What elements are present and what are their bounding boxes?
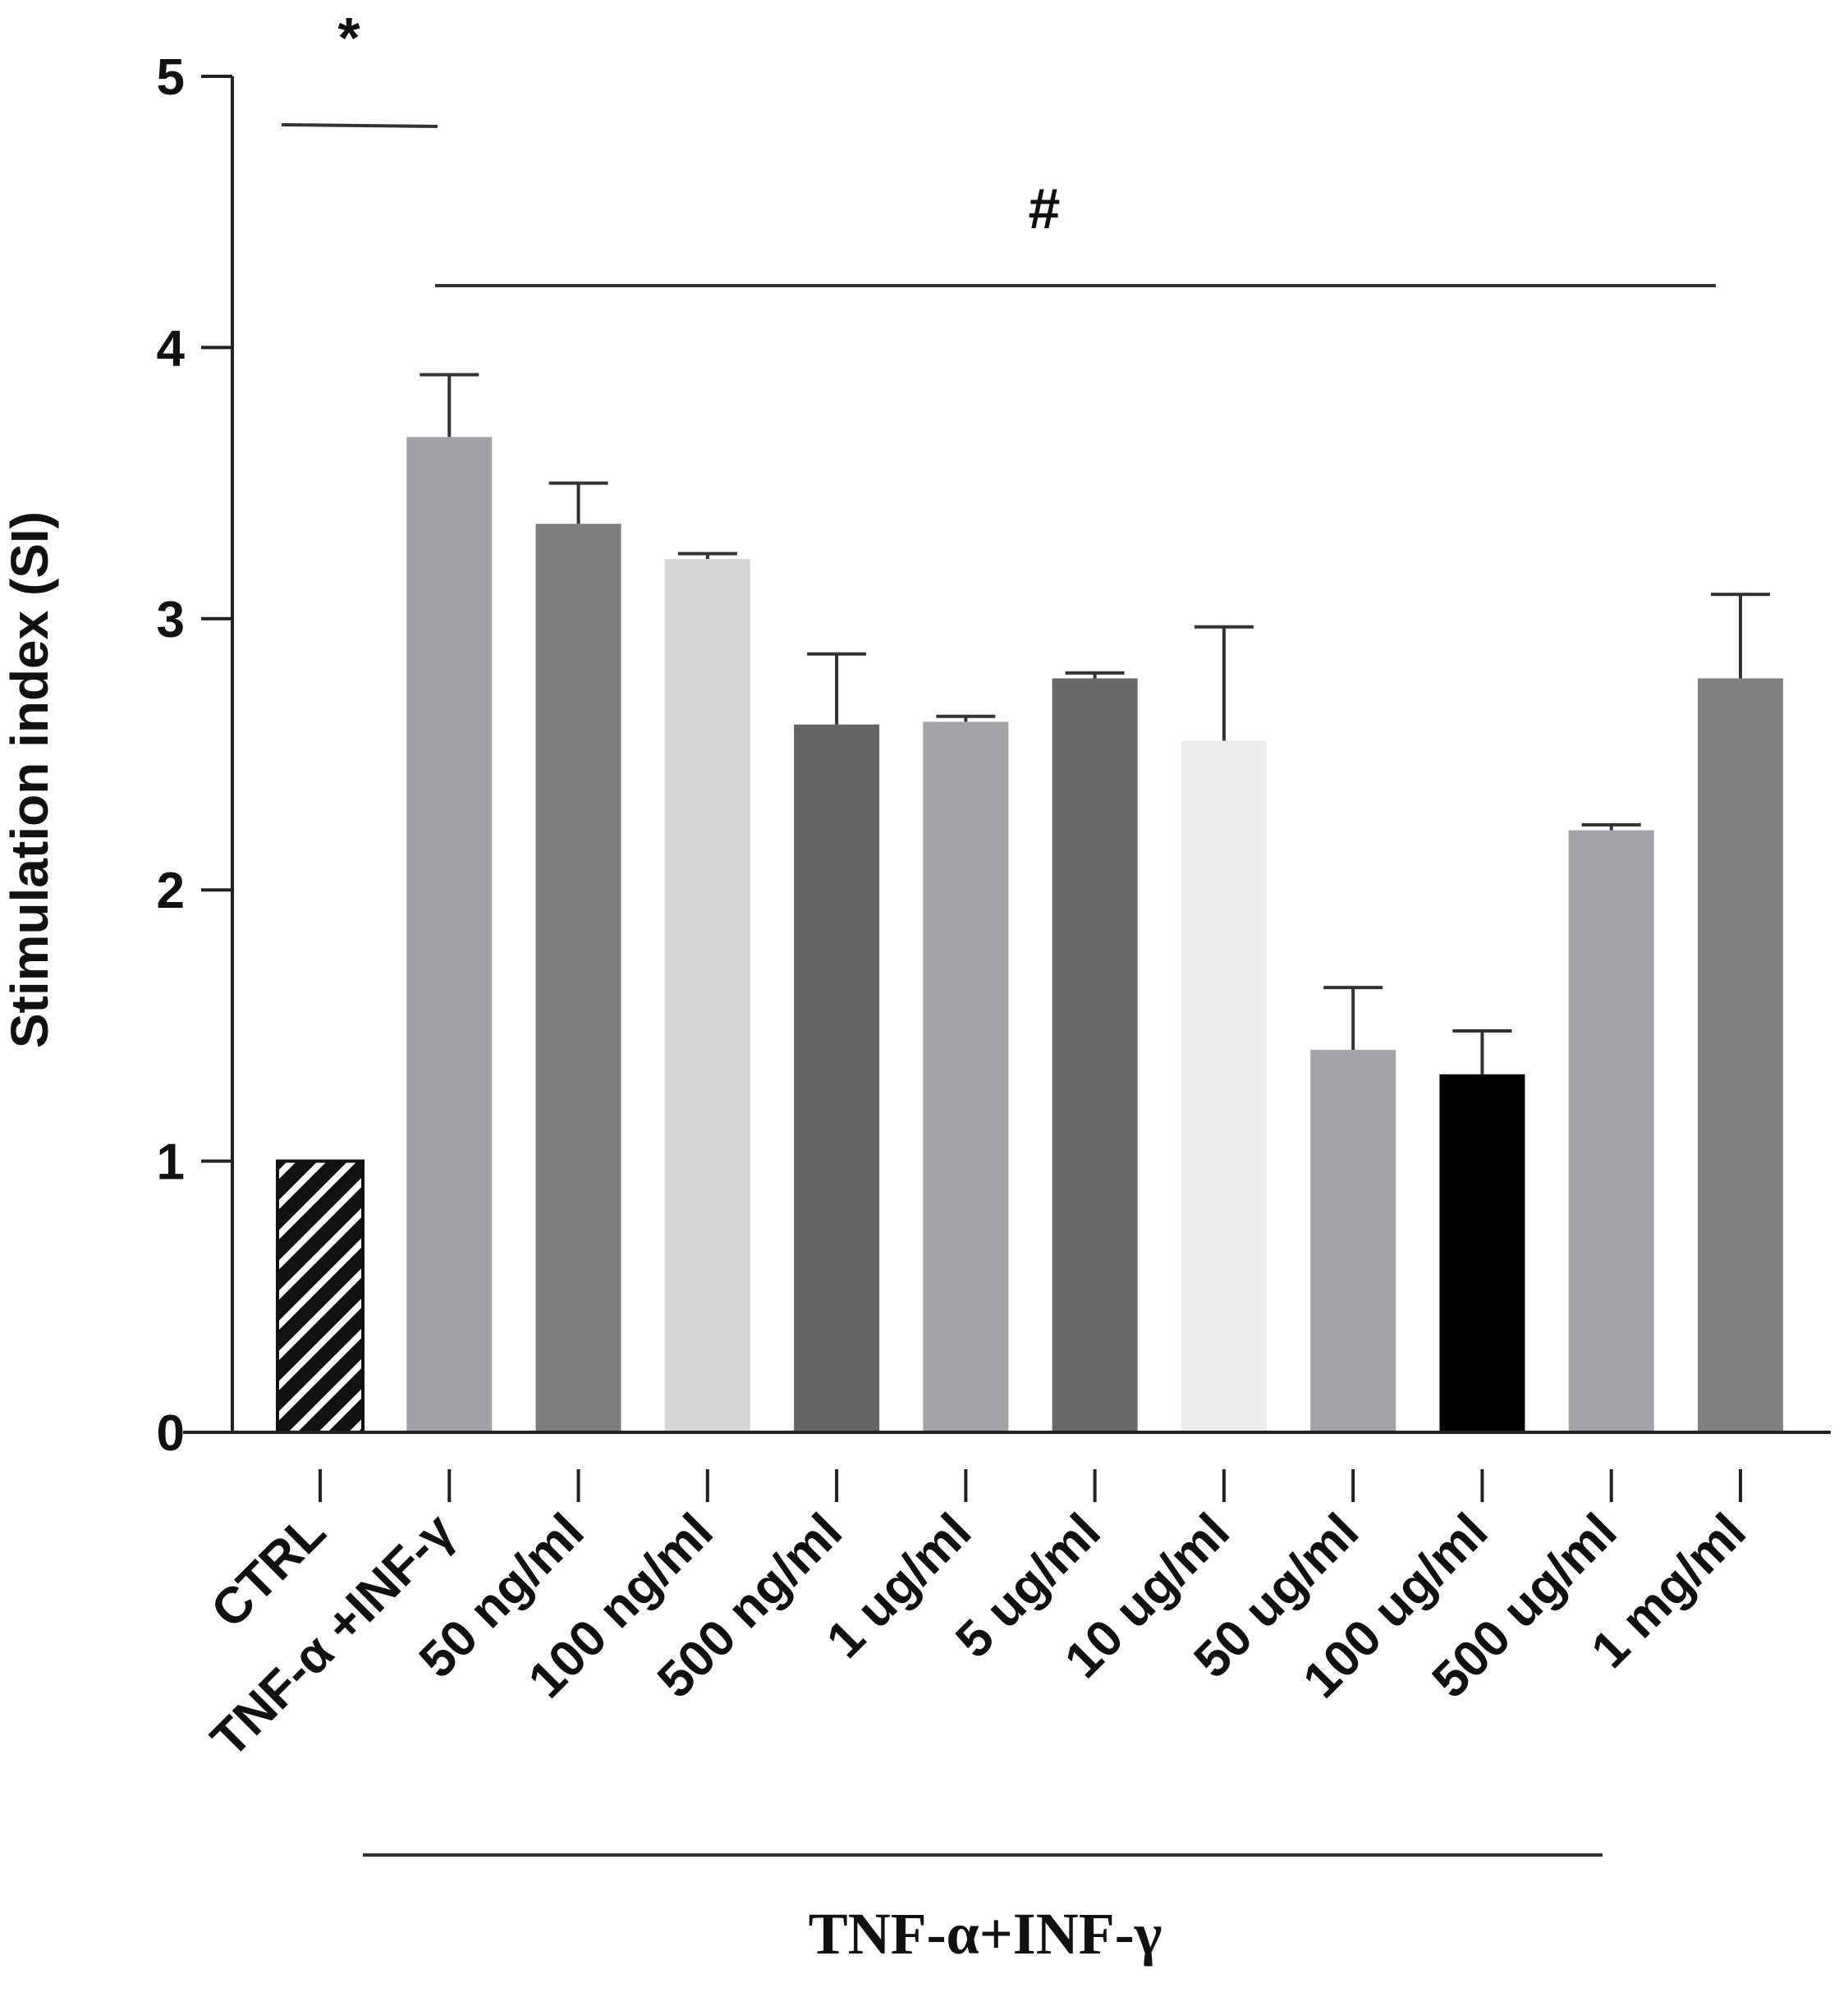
y-tick-label: 4 bbox=[157, 320, 186, 377]
y-axis-title: Stimulation index (SI) bbox=[0, 511, 59, 1048]
bar bbox=[406, 437, 493, 1432]
bar bbox=[1181, 740, 1267, 1432]
y-tick-label: 0 bbox=[157, 1405, 185, 1462]
bar bbox=[794, 724, 880, 1432]
significance-hash: # bbox=[1029, 176, 1061, 240]
bar bbox=[1052, 678, 1138, 1432]
y-tick-label: 5 bbox=[157, 49, 185, 106]
x-tick-label: 1 ug/ml bbox=[816, 1503, 982, 1669]
y-tick-label: 1 bbox=[157, 1134, 185, 1191]
group-label: TNF-α+INF-γ bbox=[809, 1901, 1162, 1967]
bar bbox=[1439, 1074, 1525, 1432]
significance-star: * bbox=[337, 6, 360, 70]
bar bbox=[1310, 1050, 1396, 1432]
bar bbox=[664, 559, 750, 1432]
bar bbox=[535, 524, 621, 1433]
y-tick-label: 3 bbox=[157, 592, 185, 648]
bar bbox=[276, 1159, 365, 1434]
bars-group bbox=[276, 373, 1783, 1434]
bar bbox=[1698, 678, 1783, 1432]
y-axis: 0 1 2 3 4 5 bbox=[157, 49, 234, 1462]
bar bbox=[923, 721, 1009, 1432]
y-tick-label: 2 bbox=[157, 863, 185, 919]
bar bbox=[1568, 830, 1654, 1432]
significance-star-bracket bbox=[281, 123, 438, 128]
